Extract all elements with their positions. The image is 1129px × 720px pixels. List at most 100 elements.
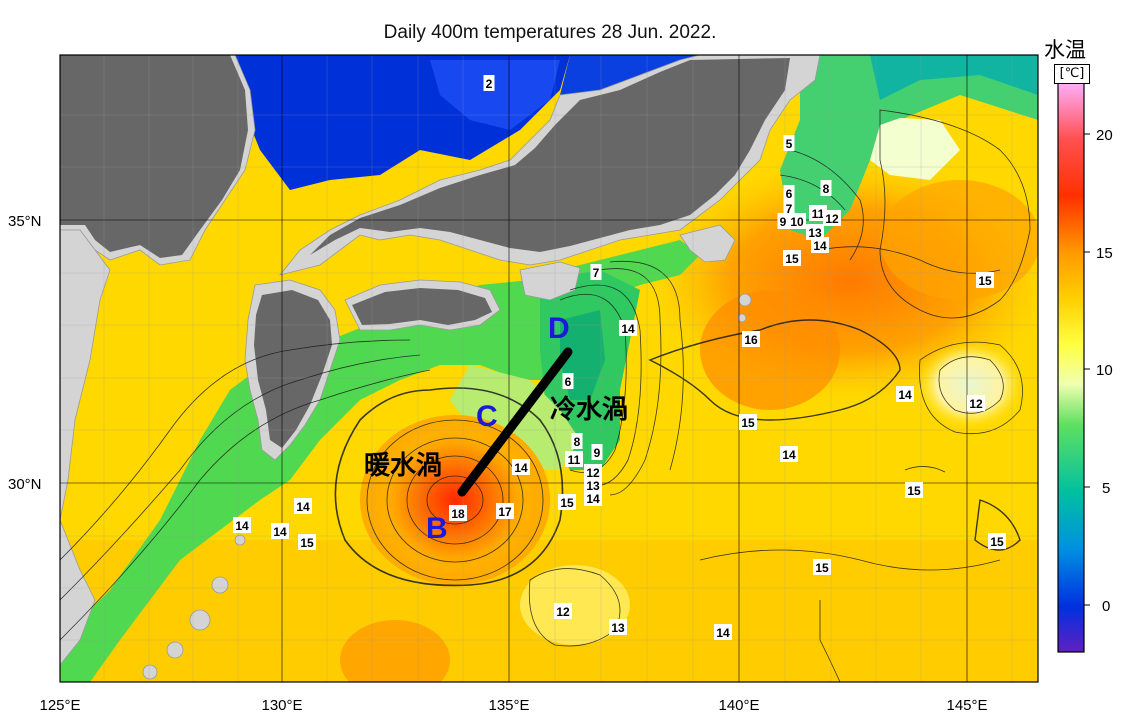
lon-tick: 125°E bbox=[39, 697, 80, 714]
contour-label-box bbox=[777, 213, 789, 229]
contour-label: 17 bbox=[498, 505, 512, 519]
colorbar-tick: 15 bbox=[1096, 245, 1113, 262]
contour-label-box bbox=[619, 320, 637, 336]
contour-label-box bbox=[806, 224, 824, 240]
contour-label-box bbox=[988, 533, 1006, 549]
lon-tick: 130°E bbox=[261, 697, 302, 714]
contour-label-box bbox=[811, 237, 829, 253]
contour-label: 10 bbox=[790, 215, 804, 229]
contour-label: 12 bbox=[825, 212, 839, 226]
contour-label: 12 bbox=[969, 397, 983, 411]
contour-label: 6 bbox=[565, 375, 572, 389]
contour-label: 15 bbox=[990, 535, 1004, 549]
lat-tick: 30°N bbox=[8, 476, 42, 493]
contour-label: 14 bbox=[898, 388, 912, 402]
contour-label-box bbox=[609, 619, 627, 635]
contour-label: 9 bbox=[594, 446, 601, 460]
contour-label-box bbox=[584, 477, 602, 493]
contour-label-box bbox=[739, 414, 757, 430]
contour-label: 14 bbox=[782, 448, 796, 462]
colorbar-tick: 5 bbox=[1102, 480, 1110, 497]
contour-label: 12 bbox=[556, 605, 570, 619]
contour-label: 12 bbox=[586, 466, 600, 480]
contour-label: 14 bbox=[586, 492, 600, 506]
contour-label-box bbox=[558, 494, 576, 510]
contour-label: 6 bbox=[786, 187, 793, 201]
contour-label-box bbox=[294, 498, 312, 514]
colorbar-tick: 10 bbox=[1096, 362, 1113, 379]
contour-label: 14 bbox=[621, 322, 635, 336]
contour-label: 15 bbox=[978, 274, 992, 288]
contour-label-box bbox=[783, 135, 795, 151]
map-area bbox=[60, 55, 1038, 682]
label-point-c: C bbox=[476, 400, 498, 433]
colorbar-unit: [℃] bbox=[1054, 64, 1090, 84]
contour-label-box bbox=[554, 603, 572, 619]
contour-label-box bbox=[512, 459, 530, 475]
contour-label-box bbox=[742, 331, 760, 347]
contour-label-box bbox=[584, 464, 602, 480]
lon-tick: 140°E bbox=[718, 697, 759, 714]
contour-label: 13 bbox=[611, 621, 625, 635]
contour-label: 9 bbox=[780, 215, 787, 229]
contour-label-box bbox=[823, 210, 841, 226]
map-frame bbox=[59, 54, 1039, 683]
contour-label-box bbox=[780, 446, 798, 462]
map-title: Daily 400m temperatures 28 Jun. 2022. bbox=[383, 22, 717, 43]
axis-labels: 125°E 130°E 135°E 140°E 145°E 35°N 30°N bbox=[8, 213, 988, 714]
colorbar-ticks: 20 15 10 5 0 bbox=[1096, 127, 1113, 615]
contour-label: 14 bbox=[273, 525, 287, 539]
colorbar-tick: 0 bbox=[1102, 598, 1110, 615]
contour-label-box bbox=[783, 250, 801, 266]
warm-eddy-core bbox=[375, 425, 535, 575]
contour-label-box bbox=[571, 433, 583, 449]
contour-label: 15 bbox=[785, 252, 799, 266]
land-shaded bbox=[60, 55, 790, 448]
label-point-b: B bbox=[426, 512, 448, 545]
contour-label-box bbox=[449, 505, 467, 521]
lat-tick: 35°N bbox=[8, 213, 42, 230]
contour-label: 15 bbox=[560, 496, 574, 510]
contour-label-box bbox=[905, 482, 923, 498]
contour-label-box bbox=[714, 624, 732, 640]
contour-label-box bbox=[496, 503, 514, 519]
contour-label-box bbox=[976, 272, 994, 288]
contour-label: 14 bbox=[296, 500, 310, 514]
contour-label: 13 bbox=[808, 226, 822, 240]
contour-label: 14 bbox=[514, 461, 528, 475]
contour-label: 7 bbox=[593, 266, 600, 280]
contour-label-box bbox=[591, 444, 603, 460]
contour-label: 2 bbox=[486, 77, 493, 91]
contour-label-box bbox=[590, 264, 602, 280]
contour-label-box bbox=[809, 205, 827, 221]
contour-label-box bbox=[967, 395, 985, 411]
contour-label: 5 bbox=[786, 137, 793, 151]
cool-patch-east bbox=[915, 340, 1025, 430]
contour-label-box bbox=[788, 213, 806, 229]
label-point-d: D bbox=[548, 312, 570, 345]
contour-label-box bbox=[271, 523, 289, 539]
contour-label: 13 bbox=[586, 479, 600, 493]
contour-label: 7 bbox=[786, 202, 793, 216]
colorbar-tick: 20 bbox=[1096, 127, 1113, 144]
contour-label-box bbox=[896, 386, 914, 402]
colorbar-title: 水温 bbox=[1044, 38, 1086, 62]
contour-label: 8 bbox=[823, 182, 830, 196]
contour-label: 18 bbox=[451, 507, 465, 521]
contour-label: 15 bbox=[300, 536, 314, 550]
contour-label-box bbox=[820, 180, 832, 196]
graticule bbox=[60, 55, 1038, 682]
contour-label-box bbox=[565, 451, 583, 467]
contour-label-box bbox=[298, 534, 316, 550]
cold-water-northeast bbox=[780, 55, 1038, 240]
contour-label: 8 bbox=[574, 435, 581, 449]
contour-label: 11 bbox=[568, 453, 581, 467]
contour-label: 16 bbox=[744, 333, 758, 347]
contour-label-box bbox=[584, 490, 602, 506]
contour-label-box bbox=[783, 200, 795, 216]
contour-label: 11 bbox=[812, 207, 825, 221]
contour-label-box bbox=[483, 75, 495, 91]
contour-label: 15 bbox=[741, 416, 755, 430]
contour-label-box bbox=[233, 517, 251, 533]
